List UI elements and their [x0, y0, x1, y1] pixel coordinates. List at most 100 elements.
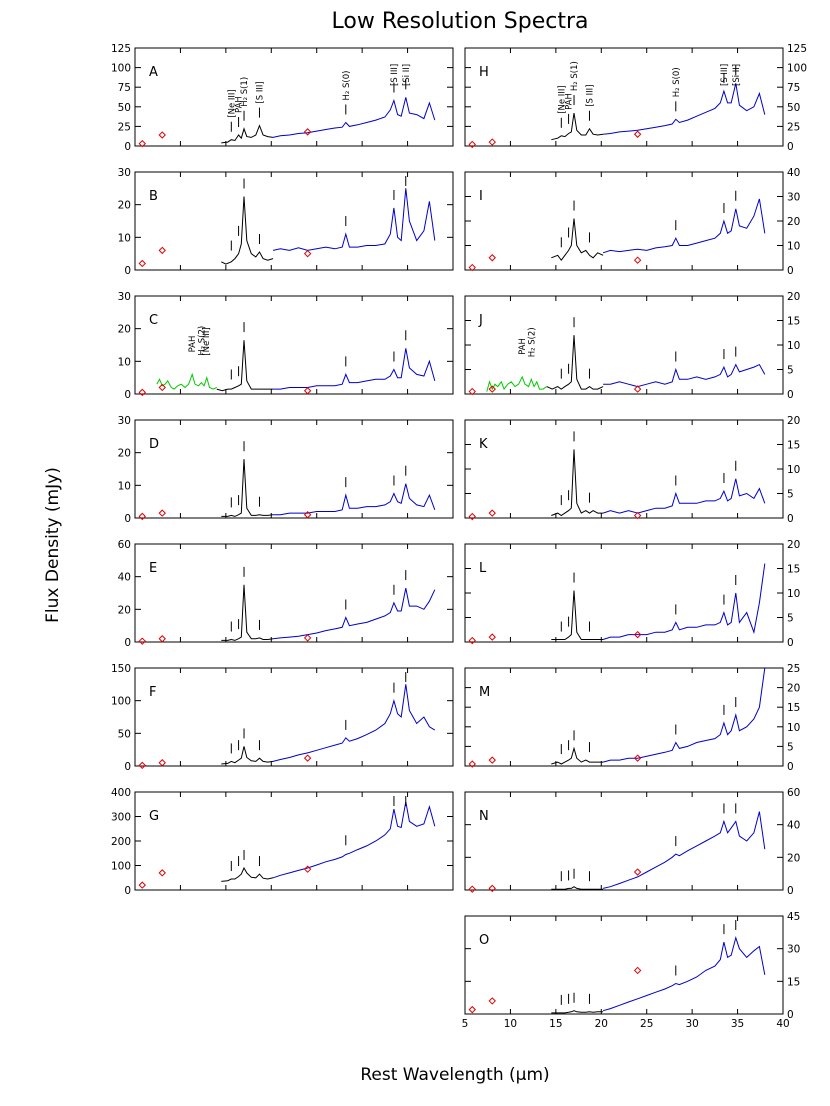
line-label: H₂ S(0) [342, 71, 352, 101]
photometry-point [633, 754, 642, 762]
y-tick-label: 60 [787, 787, 800, 799]
y-tick-label: 10 [787, 464, 800, 476]
y-tick-label: 0 [787, 141, 794, 153]
y-tick-label: 10 [787, 588, 800, 600]
line-label: [Si II] [402, 64, 412, 86]
panel-n: N 0 20 40 60 [464, 787, 800, 897]
y-tick-label: 0 [787, 389, 794, 401]
y-tick-label: 20 [787, 852, 800, 864]
y-tick-label: 0 [124, 265, 131, 277]
y-tick-label: 5 [787, 489, 794, 501]
spectrum-black [551, 218, 604, 262]
y-tick-label: 50 [118, 102, 131, 114]
panel-e: E 0 20 40 60 [118, 539, 454, 649]
y-axis-label: Flux Density (mJy) [43, 467, 63, 623]
spectrum-black [551, 886, 604, 890]
panel-l: L 0 5 10 15 20 [464, 539, 800, 649]
line-label: H₂ S(2) [527, 327, 537, 357]
panel-h: H 0 25 50 75 100 125 [Ne III]PAH H₂ S(1) [S III] H… [464, 43, 807, 153]
y-tick-label: 400 [111, 787, 131, 799]
x-tick-label: 5 [462, 1018, 469, 1030]
panel-letter: L [479, 561, 487, 576]
y-tick-label: 20 [787, 539, 800, 551]
line-label: [Ne III] [202, 327, 212, 355]
spectrum-black [551, 113, 604, 141]
panel-letter: G [149, 809, 159, 824]
y-tick-label: 10 [118, 232, 131, 244]
line-label: [S III] [720, 64, 730, 86]
photometry-point [488, 138, 496, 146]
photometry-point [138, 139, 146, 148]
y-tick-label: 0 [787, 265, 794, 277]
y-tick-label: 0 [124, 513, 131, 525]
panel-frame [464, 667, 784, 767]
x-tick-label: 35 [731, 1018, 744, 1030]
spectrum-black [221, 459, 274, 517]
panel-frame [464, 915, 784, 1015]
x-tick-label: 20 [595, 1018, 608, 1030]
panel-f: F 0 50 100 150 [111, 663, 454, 773]
line-label: [S III] [586, 85, 596, 107]
photometry-point [633, 868, 642, 876]
y-tick-label: 0 [124, 637, 131, 649]
y-tick-label: 0 [787, 885, 794, 897]
photometry-point [633, 256, 642, 264]
spectrum-black [221, 866, 274, 882]
spectrum-blue [272, 801, 436, 879]
y-tick-label: 20 [118, 448, 131, 460]
y-tick-label: 50 [118, 728, 131, 740]
y-tick-label: 5 [787, 741, 794, 753]
panel-frame [134, 47, 454, 147]
y-tick-label: 200 [111, 836, 131, 848]
photometry-point [633, 511, 642, 520]
y-tick-label: 40 [118, 572, 131, 584]
spectrum-black [221, 584, 274, 641]
y-tick-label: 25 [118, 121, 131, 133]
photometry-point [303, 634, 312, 642]
x-axis-label: Rest Wavelength (μm) [360, 1065, 549, 1085]
spectrum-black [221, 124, 274, 144]
line-label: PAH [235, 96, 245, 113]
photometry-point [488, 254, 496, 262]
line-label: [S III] [256, 81, 266, 103]
x-tick-label: 10 [504, 1018, 517, 1030]
y-tick-label: 40 [787, 820, 800, 832]
y-tick-label: 20 [787, 291, 800, 303]
panel-letter: B [149, 189, 158, 204]
y-tick-label: 40 [787, 167, 800, 179]
line-label: [Ne III] [557, 85, 567, 113]
photometry-point [468, 512, 476, 521]
y-tick-label: 10 [118, 480, 131, 492]
spectrum-black [551, 1010, 604, 1014]
y-tick-label: 75 [787, 82, 800, 94]
photometry-point [633, 966, 642, 975]
photometry-point [488, 997, 496, 1005]
spectrum-blue [602, 563, 766, 640]
photometry-point [138, 761, 146, 770]
spectrum-black [551, 590, 604, 640]
y-tick-label: 125 [787, 43, 807, 55]
spectrum-blue [273, 348, 436, 390]
line-label: [Si II] [732, 64, 742, 86]
y-tick-label: 15 [787, 702, 800, 714]
photometry-point [303, 387, 312, 395]
spectrum-green [156, 372, 217, 390]
photometry-point [468, 387, 476, 396]
spectrum-blue [273, 588, 436, 640]
spectrum-blue [272, 97, 436, 138]
panel-frame [464, 171, 784, 271]
y-tick-label: 20 [118, 324, 131, 336]
spectrum-black [216, 340, 274, 392]
panel-letter: K [479, 437, 488, 452]
panel-letter: A [149, 65, 158, 80]
panel-g: G 0 100 200 300 400 [111, 787, 454, 897]
y-tick-label: 10 [787, 722, 800, 734]
photometry-point [303, 865, 312, 873]
photometry-point [468, 885, 476, 893]
spectrum-black [221, 746, 274, 765]
y-tick-label: 125 [111, 43, 131, 55]
y-tick-label: 5 [787, 613, 794, 625]
panel-c: C 0 10 20 30 PAH H₂ S(2)[Ne III] [118, 291, 454, 401]
photometry-point [488, 385, 496, 393]
